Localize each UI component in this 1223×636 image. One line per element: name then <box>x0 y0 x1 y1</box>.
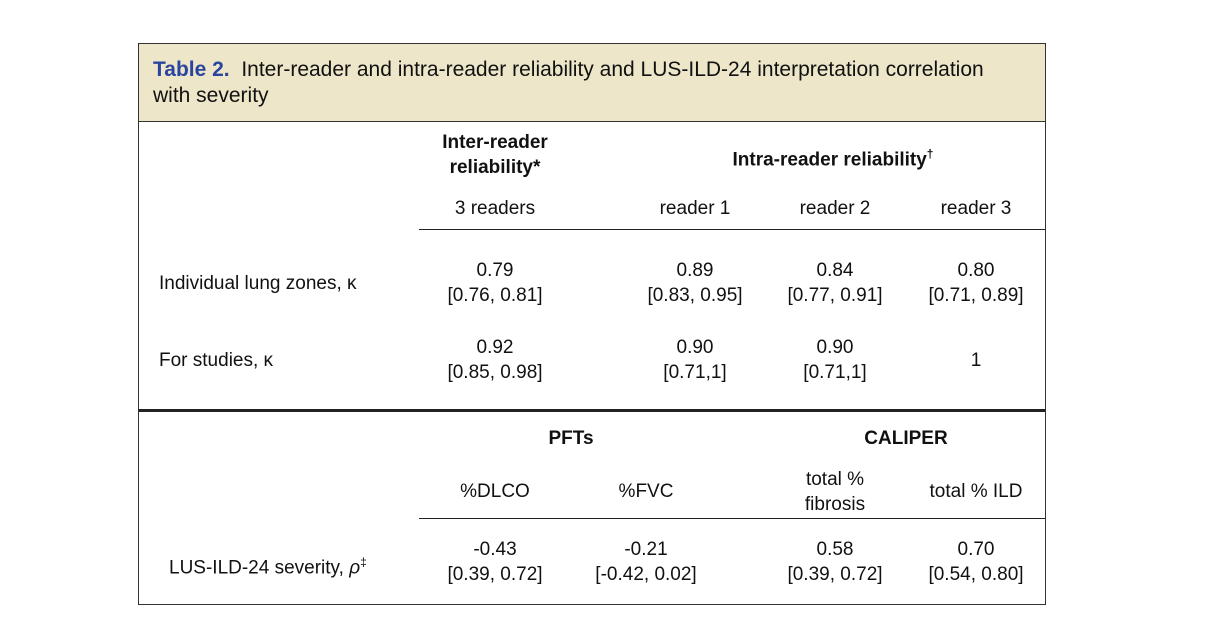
cell: 0.92 <box>476 337 514 358</box>
column-header: total % fibrosis <box>804 469 866 515</box>
group-header: CALIPER <box>864 428 948 449</box>
column-header: reader 1 <box>659 198 731 219</box>
row-label: For studies, κ <box>159 350 274 371</box>
column-header: %DLCO <box>460 481 530 502</box>
row-label: LUS-ILD-24 severity, ρ‡ <box>169 550 367 580</box>
cell: [0.71,1] <box>663 362 727 383</box>
symbol: ρ <box>349 557 361 579</box>
table-title: Inter-reader and intra-reader reliabilit… <box>153 58 984 107</box>
label-text: LUS-ILD-24 severity, <box>169 557 350 579</box>
cell: [0.85, 0.98] <box>447 362 543 383</box>
cell: 1 <box>970 350 982 371</box>
table: Table 2. Inter-reader and intra-reader r… <box>138 43 1046 605</box>
cell: 0.80 <box>957 260 995 281</box>
cell: [-0.42, 0.02] <box>595 564 697 585</box>
rule <box>139 409 1045 412</box>
table-label: Table 2. <box>153 58 230 81</box>
cell: [0.83, 0.95] <box>647 285 743 306</box>
cell: 0.84 <box>816 260 854 281</box>
cell: [0.71,1] <box>803 362 867 383</box>
cell: -0.21 <box>624 539 668 560</box>
rule <box>419 518 1045 519</box>
caption: Table 2. Inter-reader and intra-reader r… <box>153 57 1013 109</box>
cell: 0.70 <box>957 539 995 560</box>
header-text: Intra-reader reliability <box>732 149 927 171</box>
footnote-mark: † <box>926 147 934 161</box>
cell: [0.39, 0.72] <box>447 564 543 585</box>
column-header: Inter-reader reliability* <box>442 132 548 178</box>
rule <box>419 229 1045 230</box>
row-label: Individual lung zones, κ <box>159 273 357 294</box>
cell: 0.58 <box>816 539 854 560</box>
column-header: Intra-reader reliability† <box>733 142 934 172</box>
cell: 0.90 <box>816 337 854 358</box>
column-header: reader 3 <box>940 198 1012 219</box>
column-header: 3 readers <box>454 198 536 219</box>
cell: [0.71, 0.89] <box>928 285 1024 306</box>
column-header: total % ILD <box>929 481 1023 502</box>
cell: 0.89 <box>676 260 714 281</box>
table-header: Table 2. Inter-reader and intra-reader r… <box>139 44 1045 122</box>
column-header: reader 2 <box>799 198 871 219</box>
group-header: PFTs <box>548 428 594 449</box>
footnote-mark: ‡ <box>360 555 367 569</box>
cell: [0.77, 0.91] <box>787 285 883 306</box>
cell: -0.43 <box>473 539 517 560</box>
cell: 0.90 <box>676 337 714 358</box>
column-header: %FVC <box>618 481 674 502</box>
cell: 0.79 <box>476 260 514 281</box>
cell: [0.76, 0.81] <box>447 285 543 306</box>
cell: [0.39, 0.72] <box>787 564 883 585</box>
cell: [0.54, 0.80] <box>928 564 1024 585</box>
